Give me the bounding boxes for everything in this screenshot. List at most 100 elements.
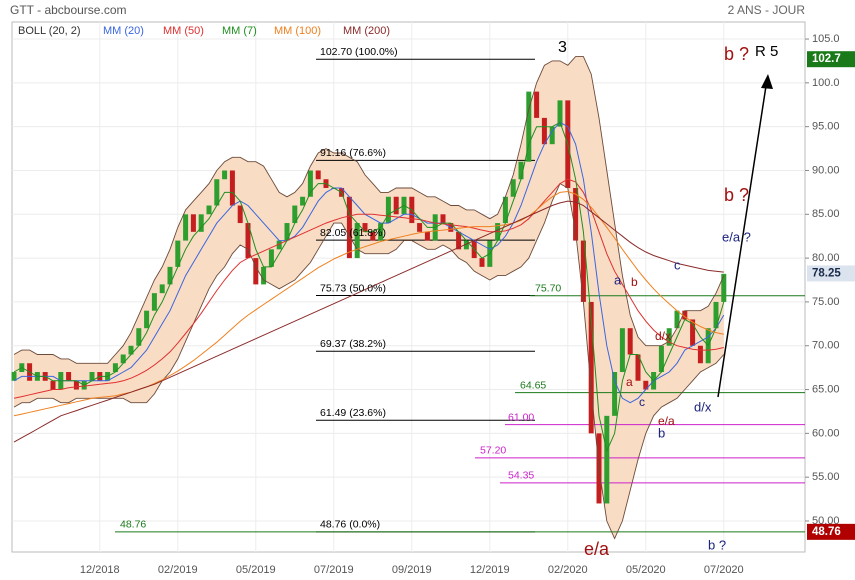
level-label: 61.49 (23.6%) (320, 407, 386, 419)
candle (237, 205, 243, 224)
arrow-head (761, 74, 773, 89)
candle (690, 319, 696, 346)
level-label: 61.00 (508, 411, 534, 423)
candle (144, 310, 150, 329)
candle (206, 205, 212, 215)
y-tick-label: 105.0 (812, 33, 840, 45)
candle (362, 223, 368, 232)
candle (424, 231, 430, 241)
wave-label: c (674, 257, 681, 272)
ma-line (13, 200, 724, 443)
y-tick-label: 95.00 (812, 121, 840, 133)
legend-label: MM (50) (163, 25, 204, 37)
wave-label: e/a (658, 414, 675, 428)
x-tick-label: 05/2020 (626, 564, 666, 576)
candle (541, 117, 547, 145)
price-tag (807, 523, 855, 540)
candle (354, 223, 360, 259)
candle (190, 214, 196, 232)
candle (73, 380, 79, 390)
y-tick-label: 65.00 (812, 383, 840, 395)
candle (627, 328, 633, 355)
candle (89, 372, 95, 381)
ma-line (13, 178, 724, 399)
price-tag (807, 265, 855, 282)
candle (635, 354, 641, 381)
candle (175, 240, 181, 267)
x-tick-label: 02/2020 (548, 564, 588, 576)
forecast-arrow (717, 74, 773, 398)
candle (315, 170, 321, 180)
chart-subtitle: 2 ANS - JOUR (728, 3, 806, 17)
wave-label: c (639, 395, 645, 409)
wave-label: e/a (584, 539, 610, 559)
x-tick-label: 07/2020 (704, 564, 744, 576)
wave-label: b ? (724, 44, 749, 64)
candle (713, 301, 719, 329)
candle (682, 310, 688, 320)
candle (534, 91, 540, 118)
candle (456, 231, 462, 250)
y-tick-label: 70.00 (812, 340, 840, 352)
level-label: 48.76 (0.0%) (320, 519, 380, 531)
wave-label: e/a ? (722, 229, 751, 244)
candle (120, 354, 126, 364)
level-label: 69.37 (38.2%) (320, 338, 386, 350)
candle (721, 273, 727, 302)
x-tick-label: 12/2018 (80, 564, 120, 576)
level-label: 64.65 (520, 379, 546, 391)
candle (292, 205, 298, 224)
candle (666, 328, 672, 346)
candle (643, 380, 649, 390)
candle (463, 240, 469, 250)
legend-label: MM (100) (274, 25, 321, 37)
ma-line (13, 121, 725, 404)
candle (183, 214, 189, 241)
wave-label: b ? (724, 185, 749, 205)
level-label: 75.70 (535, 283, 561, 295)
candle (557, 100, 563, 127)
x-tick-label: 07/2019 (314, 564, 354, 576)
arrow-line (717, 85, 767, 398)
legend-label: BOLL (20, 2) (18, 25, 81, 37)
candle (346, 196, 352, 259)
wave-label: d/x (655, 329, 671, 343)
candle (136, 328, 142, 346)
candle (393, 196, 399, 215)
candle (549, 126, 555, 145)
level-label: 75.73 (50.0%) (320, 282, 386, 294)
candle (658, 345, 664, 373)
candle (214, 179, 220, 206)
y-tick-label: 75.00 (812, 296, 840, 308)
candle (276, 240, 282, 250)
bollinger-lower (13, 182, 725, 540)
level-label: 57.20 (480, 445, 506, 457)
wave-label: 3 (558, 39, 567, 56)
bollinger-fill (14, 56, 724, 539)
level-label: 91.16 (76.6%) (320, 147, 386, 159)
candle (112, 363, 118, 373)
wave-label: d/x (694, 399, 712, 414)
candle (526, 91, 532, 162)
wave-label: a (614, 272, 622, 287)
candle (167, 266, 173, 285)
candle (378, 223, 384, 241)
candle (284, 223, 290, 241)
candle (151, 293, 157, 311)
candle (268, 249, 274, 267)
price-tag-label: 48.76 (812, 526, 841, 538)
level-label: 54.35 (508, 470, 534, 482)
candle (253, 258, 259, 285)
level-label: 102.70 (100.0%) (320, 46, 398, 58)
wave-label: R 5 (755, 43, 778, 60)
y-tick-label: 85.00 (812, 208, 840, 220)
text-layer: 50.0055.0060.0065.0070.0075.0080.0085.00… (18, 25, 855, 576)
y-tick-label: 80.00 (812, 252, 840, 264)
candle (370, 231, 376, 241)
candle (612, 372, 618, 416)
chart-title: GTT - abcbourse.com (10, 3, 126, 17)
x-tick-label: 02/2019 (158, 564, 198, 576)
